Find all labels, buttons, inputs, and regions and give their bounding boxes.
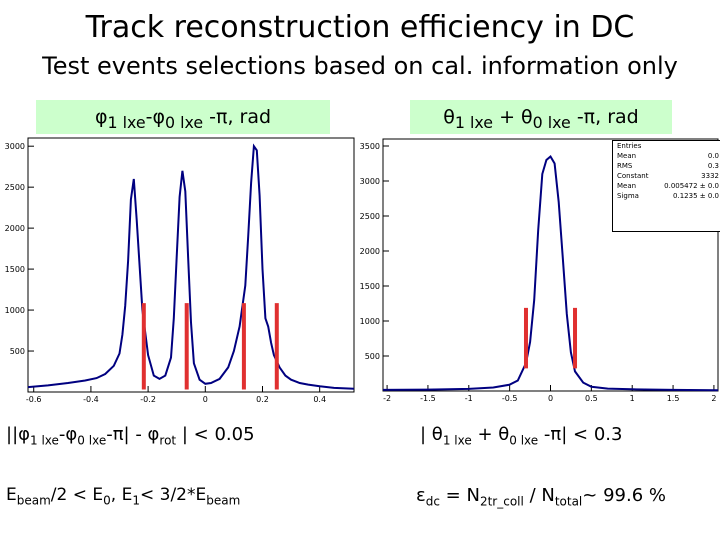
label-sub1: 1 lxe xyxy=(107,112,146,132)
label-sub0: 0 lxe xyxy=(165,112,204,132)
stats-row: RMS 0.3 xyxy=(613,161,720,171)
plot-frame xyxy=(27,137,355,393)
theta-cut-text: | θ1 lxe + θ0 lxe -π| < 0.3 xyxy=(420,424,622,448)
cut1-s1: 1 lxe xyxy=(30,433,59,448)
label-mid: -φ xyxy=(145,106,165,128)
cut2-a: | θ xyxy=(420,424,443,445)
stats-value: 0.3 xyxy=(707,162,719,170)
x-tick-label: 0 xyxy=(203,395,208,404)
efficiency-text: εdc = N2tr_coll / Ntotal~ 99.6 % xyxy=(416,485,666,509)
x-tick-label: 2 xyxy=(711,394,716,403)
x-tick-label: -0.4 xyxy=(83,395,99,404)
y-tick-label: 3500 xyxy=(360,142,380,151)
stats-name: Constant xyxy=(617,172,649,180)
cut1-s3: rot xyxy=(159,433,177,448)
cut4-d: ~ 99.6 % xyxy=(582,485,666,506)
cut4-b: = N xyxy=(439,485,480,506)
right-plot-label: θ1 lxe + θ0 lxe -π, rad xyxy=(410,100,672,134)
x-tick-label: -1.5 xyxy=(420,394,436,403)
x-tick-label: 0 xyxy=(548,394,553,403)
x-tick-label: -2 xyxy=(383,394,391,403)
left-plot-label: φ1 lxe-φ0 lxe -π, rad xyxy=(36,100,330,134)
label-mid: + θ xyxy=(493,106,533,128)
cut3-d: < 3/2*E xyxy=(139,485,207,505)
label-tail: -π, rad xyxy=(203,106,272,128)
label-theta: θ xyxy=(443,106,455,128)
stats-name: Entries xyxy=(617,142,642,150)
cut3-s3: 1 xyxy=(132,493,140,508)
cut2-b: + θ xyxy=(471,424,510,445)
stats-row: Mean 0.0 xyxy=(613,151,720,161)
label-tail: -π, rad xyxy=(570,106,639,128)
y-tick-label: 1000 xyxy=(360,317,380,326)
cut4-s2: 2tr_coll xyxy=(479,494,524,509)
cut2-s1: 1 lxe xyxy=(442,433,472,448)
x-tick-label: -0.2 xyxy=(140,395,156,404)
cut1-s2: 0 lxe xyxy=(77,433,107,448)
stats-row: Mean 0.005472 ± 0.0 xyxy=(613,181,720,191)
x-tick-label: 0.2 xyxy=(256,395,269,404)
cut3-b: /2 < E xyxy=(50,485,104,505)
left-histogram: 500 1000 1500 2000 2500 3000 -0.6 -0.4 -0.2 0 0.2 0… xyxy=(0,132,355,407)
x-tick-label: -1 xyxy=(465,394,473,403)
energy-cut-text: Ebeam/2 < E0, E1< 3/2*Ebeam xyxy=(6,485,240,507)
slide-subtitle: Test events selections based on cal. inf… xyxy=(42,52,678,80)
cut3-s2: 0 xyxy=(103,493,111,508)
cut4-a: ε xyxy=(416,485,426,506)
x-tick-label: 1.5 xyxy=(667,394,680,403)
y-tick-label: 500 xyxy=(10,347,25,356)
y-tick-label: 2500 xyxy=(5,183,25,192)
x-tick-label: 0.4 xyxy=(313,395,326,404)
stats-value: 3332 xyxy=(701,172,719,180)
x-tick-label: -0.6 xyxy=(26,395,42,404)
x-tick-label: 0.5 xyxy=(585,394,598,403)
stats-name: Sigma xyxy=(617,192,639,200)
cut4-s3: total xyxy=(554,494,583,509)
histogram-line xyxy=(27,143,355,390)
cut3-s4: beam xyxy=(206,493,241,508)
cut4-s1: dc xyxy=(425,494,440,509)
y-tick-label: 500 xyxy=(365,352,380,361)
slide-title: Track reconstruction efficiency in DC xyxy=(85,10,635,45)
x-tick-label: 1 xyxy=(630,394,635,403)
y-tick-label: 2000 xyxy=(5,224,25,233)
cut2-c: -π| < 0.3 xyxy=(538,424,623,445)
cut1-c: -π| - φ xyxy=(106,424,160,445)
y-tick-label: 1000 xyxy=(5,306,25,315)
y-tick-label: 3000 xyxy=(5,142,25,151)
stats-value: 0.0 xyxy=(707,152,719,160)
stats-row: Constant 3332 xyxy=(613,171,720,181)
cut2-s2: 0 lxe xyxy=(509,433,539,448)
stats-row: Sigma 0.1235 ± 0.0 xyxy=(613,191,720,201)
y-tick-label: 2000 xyxy=(360,247,380,256)
label-phi: φ xyxy=(94,106,108,128)
stats-row: Entries xyxy=(613,141,720,151)
histogram-line xyxy=(382,154,719,392)
x-tick-label: -0.5 xyxy=(502,394,518,403)
cut4-c: / N xyxy=(523,485,555,506)
stats-name: Mean xyxy=(617,152,637,160)
left-histogram-svg: 500 1000 1500 2000 2500 3000 -0.6 -0.4 -0.2 0 0.2 0… xyxy=(5,137,355,404)
label-sub1: 1 lxe xyxy=(454,112,494,132)
stats-value: 0.1235 ± 0.0 xyxy=(673,192,719,200)
y-tick-label: 1500 xyxy=(360,282,380,291)
cut1-a: ||φ xyxy=(6,424,31,445)
cut3-s1: beam xyxy=(16,493,51,508)
right-histogram-svg: 500 1000 1500 2000 2500 3000 3500 -2 -1.5 -1 -0.5 0… xyxy=(360,138,719,403)
cut1-d: | < 0.05 xyxy=(176,424,255,445)
y-tick-label: 1500 xyxy=(5,265,25,274)
stats-box: Entries Mean 0.0 RMS 0.3 Constant 3332 Mean 0.00… xyxy=(612,140,720,232)
stats-name: RMS xyxy=(617,162,633,170)
cut3-a: E xyxy=(6,485,17,505)
y-tick-label: 3000 xyxy=(360,177,380,186)
stats-value: 0.005472 ± 0.0 xyxy=(664,182,719,190)
phi-cut-text: ||φ1 lxe-φ0 lxe-π| - φrot | < 0.05 xyxy=(6,424,255,448)
label-sub0: 0 lxe xyxy=(532,112,571,132)
cut1-b: -φ xyxy=(58,424,78,445)
stats-name: Mean xyxy=(617,182,637,190)
cut3-c: , E xyxy=(110,485,133,505)
y-tick-label: 2500 xyxy=(360,212,380,221)
